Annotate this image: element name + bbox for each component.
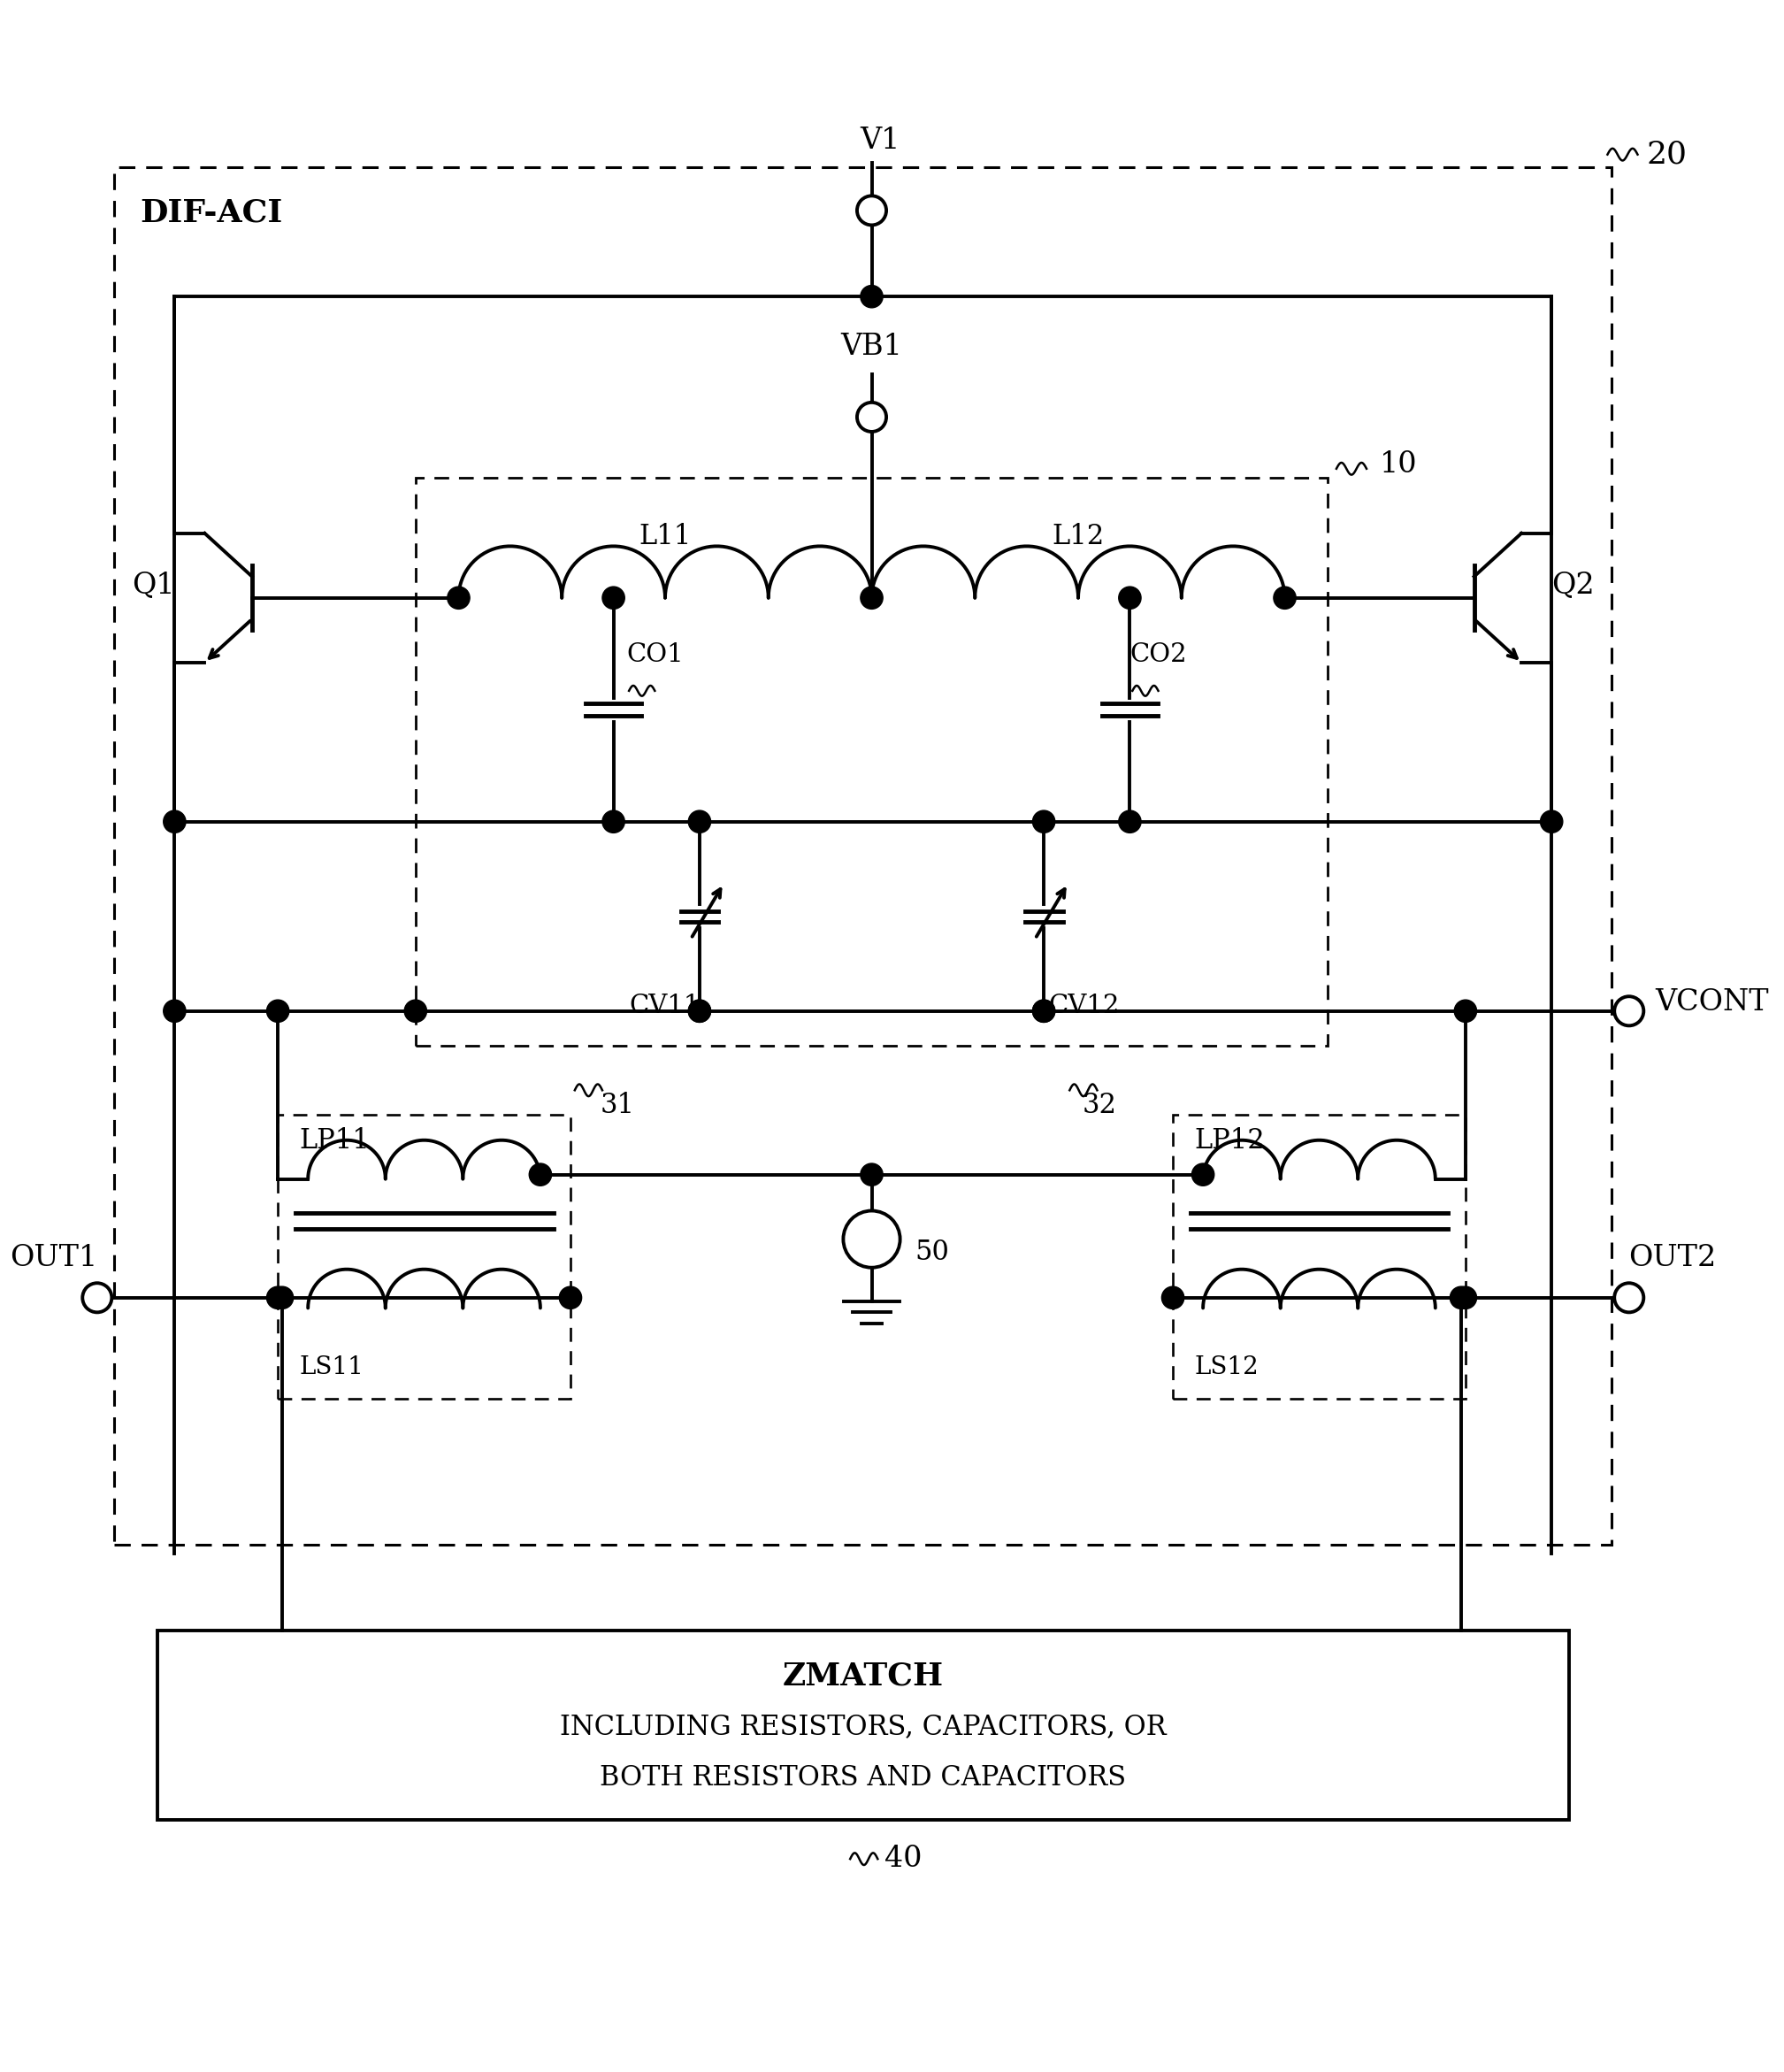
Circle shape <box>558 1287 582 1310</box>
Text: Q1: Q1 <box>132 570 175 599</box>
Circle shape <box>844 1210 901 1268</box>
Circle shape <box>266 1001 289 1021</box>
Text: L11: L11 <box>639 522 692 551</box>
Text: 31: 31 <box>601 1092 635 1119</box>
Text: CO1: CO1 <box>626 642 683 667</box>
Circle shape <box>860 286 883 309</box>
Text: BOTH RESISTORS AND CAPACITORS: BOTH RESISTORS AND CAPACITORS <box>599 1763 1126 1792</box>
Text: OUT2: OUT2 <box>1629 1243 1716 1272</box>
Text: 10: 10 <box>1379 450 1416 479</box>
Circle shape <box>1033 810 1054 833</box>
Circle shape <box>1192 1162 1215 1185</box>
Circle shape <box>1033 1001 1054 1021</box>
Text: ZMATCH: ZMATCH <box>783 1662 944 1691</box>
Text: LS11: LS11 <box>300 1355 364 1380</box>
Circle shape <box>603 586 624 609</box>
Circle shape <box>1540 810 1563 833</box>
Text: INCLUDING RESISTORS, CAPACITORS, OR: INCLUDING RESISTORS, CAPACITORS, OR <box>560 1714 1167 1740</box>
Circle shape <box>82 1283 112 1312</box>
Circle shape <box>271 1287 293 1310</box>
Bar <box>416 477 1327 1046</box>
Circle shape <box>689 1001 710 1021</box>
Bar <box>1172 1115 1465 1399</box>
Bar <box>157 1631 1568 1819</box>
Circle shape <box>860 586 883 609</box>
Text: 20: 20 <box>1647 139 1688 170</box>
Text: 40: 40 <box>885 1844 922 1873</box>
Text: 32: 32 <box>1083 1092 1117 1119</box>
Text: LP12: LP12 <box>1195 1127 1265 1154</box>
Circle shape <box>164 1001 186 1021</box>
Circle shape <box>448 586 469 609</box>
Circle shape <box>1119 586 1142 609</box>
Circle shape <box>1454 1001 1477 1021</box>
Circle shape <box>1274 586 1295 609</box>
Text: DIF-ACI: DIF-ACI <box>141 197 284 228</box>
Circle shape <box>856 197 887 226</box>
Circle shape <box>405 1001 426 1021</box>
Circle shape <box>1033 1001 1054 1021</box>
Text: L12: L12 <box>1053 522 1104 551</box>
Circle shape <box>266 1287 289 1310</box>
Circle shape <box>164 810 186 833</box>
Bar <box>114 168 1611 1546</box>
Circle shape <box>1119 810 1142 833</box>
Circle shape <box>1615 997 1643 1026</box>
Circle shape <box>689 810 710 833</box>
Circle shape <box>1615 1283 1643 1312</box>
Text: LP11: LP11 <box>300 1127 369 1154</box>
Text: Q2: Q2 <box>1552 570 1595 599</box>
Text: V1: V1 <box>860 126 901 155</box>
Bar <box>278 1115 571 1399</box>
Text: CV12: CV12 <box>1047 995 1119 1019</box>
Text: CO2: CO2 <box>1129 642 1186 667</box>
Text: LS12: LS12 <box>1195 1355 1260 1380</box>
Text: 50: 50 <box>915 1239 949 1266</box>
Circle shape <box>689 1001 710 1021</box>
Text: VB1: VB1 <box>840 334 903 361</box>
Text: OUT1: OUT1 <box>11 1243 98 1272</box>
Text: VCONT: VCONT <box>1656 988 1768 1017</box>
Circle shape <box>1454 1287 1477 1310</box>
Circle shape <box>856 402 887 431</box>
Circle shape <box>1450 1287 1472 1310</box>
Circle shape <box>530 1162 551 1185</box>
Circle shape <box>860 1162 883 1185</box>
Circle shape <box>603 810 624 833</box>
Text: CV11: CV11 <box>630 995 701 1019</box>
Circle shape <box>1161 1287 1185 1310</box>
